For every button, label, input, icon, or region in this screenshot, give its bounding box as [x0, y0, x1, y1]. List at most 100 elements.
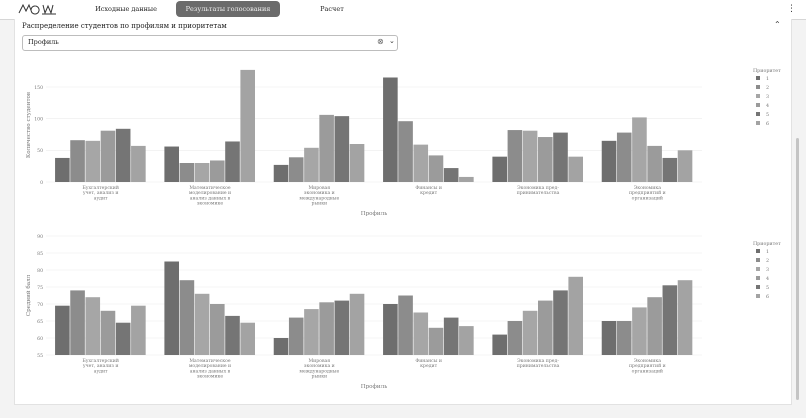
x-tick-label-line: Финансы и: [415, 358, 442, 364]
clear-icon[interactable]: ⊗: [377, 37, 384, 46]
bar: [179, 163, 195, 182]
profile-select-value: Профиль: [28, 38, 59, 46]
y-tick-label: 65: [37, 319, 43, 325]
bar: [131, 305, 146, 355]
bar: [304, 147, 319, 182]
chevron-up-icon[interactable]: ⌃: [774, 20, 781, 29]
bar: [553, 290, 568, 355]
x-tick-label: Мировая экономика и международные рынки: [299, 358, 339, 380]
x-tick-label-line: предприятий и: [629, 190, 666, 196]
x-tick-label-line: учет, анализ и: [83, 364, 118, 369]
bar: [538, 137, 553, 182]
legend-swatch: [756, 258, 760, 262]
bar: [194, 293, 210, 355]
bar: [616, 132, 632, 182]
legend-swatch: [756, 267, 760, 271]
y-tick-label: 85: [37, 251, 43, 257]
bar: [538, 300, 553, 355]
x-tick-label: Бухгалтерский учет, анализ и аудит: [82, 358, 119, 374]
profile-select[interactable]: Профиль ⊗ ⌄: [22, 35, 398, 51]
bar: [398, 295, 413, 355]
bar: [349, 144, 365, 182]
x-tick-label-line: аудит: [94, 196, 108, 201]
legend-entry: 3: [766, 267, 769, 273]
y-tick-label: 50: [37, 148, 43, 154]
app-logo: [18, 3, 56, 15]
bar: [428, 155, 444, 182]
page-scrollbar[interactable]: [796, 138, 799, 400]
y-tick-label: 90: [37, 234, 43, 240]
panel-title: Распределение студентов по профилям и пр…: [22, 22, 227, 30]
bar: [70, 140, 85, 182]
bar: [492, 334, 507, 355]
y-tick-label: 0: [40, 180, 43, 186]
bar: [568, 276, 583, 355]
x-tick-label-line: аудит: [94, 369, 108, 374]
x-tick-label-line: рынки: [312, 375, 328, 380]
bar: [115, 322, 131, 355]
tab-source-data[interactable]: Исходные данные: [95, 5, 157, 13]
bar: [428, 327, 444, 355]
bar: [210, 160, 225, 182]
bar: [164, 146, 179, 182]
bar: [647, 297, 662, 355]
x-tick-label-line: международные: [299, 196, 339, 201]
x-tick-label-line: экономике: [197, 202, 224, 207]
bar: [443, 317, 459, 355]
x-tick-label-line: Математическое: [189, 185, 231, 191]
bar: [85, 297, 101, 355]
y-tick-label: 70: [37, 302, 43, 308]
bar: [383, 77, 398, 182]
legend-title: Приоритет: [753, 241, 781, 247]
y-axis-label: Количество студентов: [26, 92, 32, 158]
bar: [443, 168, 459, 182]
tab-calculation[interactable]: Расчет: [320, 5, 344, 13]
x-tick-label-line: Бухгалтерский: [82, 185, 119, 191]
bar: [85, 140, 101, 182]
x-tick-label: Математическое моделирование и анализ данн…: [189, 358, 231, 380]
x-axis-label: Профиль: [361, 383, 388, 390]
x-tick-label: Экономика предприятий и организаций: [629, 185, 666, 201]
bar: [662, 157, 678, 182]
legend-swatch: [756, 76, 760, 80]
bar: [459, 176, 474, 182]
x-tick-label: Бухгалтерский учет, анализ и аудит: [82, 185, 119, 201]
bar: [225, 141, 240, 182]
bar: [459, 326, 474, 355]
x-tick-label-line: Бухгалтерский: [82, 358, 119, 364]
x-tick-label: Экономика пред-принимательства: [517, 185, 560, 196]
bar: [349, 293, 365, 355]
legend-entry: 1: [766, 76, 769, 82]
legend-swatch: [756, 112, 760, 116]
legend-entry: 2: [766, 85, 769, 91]
chevron-down-icon[interactable]: ⌄: [389, 37, 395, 45]
x-tick-label-line: моделирование и: [189, 364, 231, 369]
legend-swatch: [756, 103, 760, 107]
kebab-menu-icon[interactable]: ⋮: [787, 4, 796, 14]
y-tick-label: 75: [37, 285, 43, 291]
bar: [288, 157, 304, 182]
bar: [131, 145, 146, 182]
legend-title: Приоритет: [753, 68, 781, 74]
legend-swatch: [756, 285, 760, 289]
legend-entry: 1: [766, 249, 769, 255]
bar: [398, 121, 413, 182]
x-tick-label: Мировая экономика и международные рынки: [299, 185, 339, 207]
bar: [240, 322, 255, 355]
bar: [383, 304, 398, 355]
bar: [507, 130, 523, 182]
x-tick-label: Экономика предприятий и организаций: [629, 358, 666, 374]
tab-voting-results[interactable]: Результаты голосования: [176, 1, 280, 17]
x-tick-label: Финансы и кредит: [415, 358, 442, 369]
bar: [179, 280, 195, 355]
legend-entry: 3: [766, 94, 769, 100]
bar: [413, 144, 429, 182]
bar: [413, 312, 429, 355]
bar: [492, 156, 507, 182]
bar: [632, 117, 647, 182]
x-tick-label-line: Математическое: [189, 358, 231, 364]
x-tick-label-line: кредит: [420, 191, 437, 196]
y-axis-label: Средний балл: [25, 274, 32, 316]
